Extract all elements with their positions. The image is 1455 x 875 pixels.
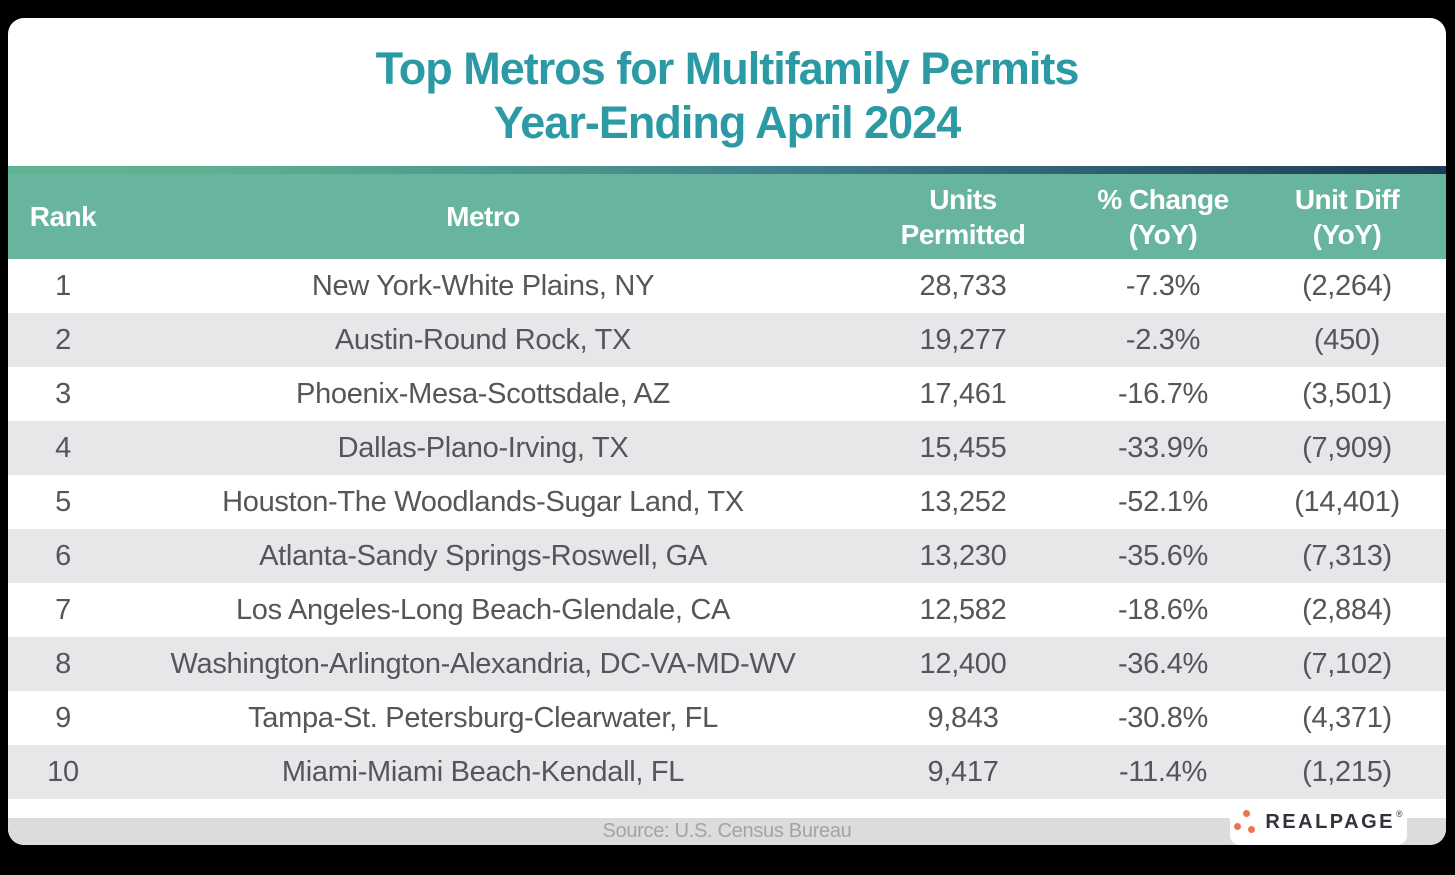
rank-cell: 5 <box>55 485 71 518</box>
table-row: 6 Atlanta-Sandy Springs-Roswell, GA 13,2… <box>8 529 1446 583</box>
table-header-row: Rank Metro Units Permitted % Change (YoY… <box>8 174 1446 259</box>
source-attribution: Source: U.S. Census Bureau <box>602 820 852 842</box>
logo-dot <box>1243 810 1251 817</box>
metro-cell: Atlanta-Sandy Springs-Roswell, GA <box>259 539 707 572</box>
footer-spacer <box>8 799 1446 818</box>
units-cell: 12,582 <box>919 593 1007 626</box>
metro-cell: Dallas-Plano-Irving, TX <box>337 431 629 464</box>
units-cell: 13,230 <box>919 539 1007 572</box>
units-cell: 15,455 <box>919 431 1007 464</box>
table-row: 1 New York-White Plains, NY 28,733 -7.3%… <box>8 259 1446 313</box>
unit-diff-cell: (14,401) <box>1294 485 1400 518</box>
rank-cell: 7 <box>55 593 71 626</box>
pct-change-cell: -36.4% <box>1117 647 1209 680</box>
unit-diff-cell: (7,909) <box>1302 431 1392 464</box>
unit-diff-cell: (4,371) <box>1302 701 1392 734</box>
units-cell: 19,277 <box>919 323 1007 356</box>
pct-change-cell: -33.9% <box>1117 431 1209 464</box>
logo-dot <box>1248 826 1256 833</box>
table-row: 5 Houston-The Woodlands-Sugar Land, TX 1… <box>8 475 1446 529</box>
metro-cell: Tampa-St. Petersburg-Clearwater, FL <box>248 701 718 734</box>
pct-change-cell: -7.3% <box>1125 269 1201 302</box>
pct-change-cell: -2.3% <box>1125 323 1201 356</box>
metro-cell: Houston-The Woodlands-Sugar Land, TX <box>222 485 744 518</box>
table-row: 10 Miami-Miami Beach-Kendall, FL 9,417 -… <box>8 745 1446 799</box>
metro-cell: Miami-Miami Beach-Kendall, FL <box>281 755 685 788</box>
unit-diff-cell: (1,215) <box>1302 755 1392 788</box>
pct-change-cell: -30.8% <box>1117 701 1209 734</box>
table-row: 7 Los Angeles-Long Beach-Glendale, CA 12… <box>8 583 1446 637</box>
rank-cell: 9 <box>55 701 71 734</box>
permits-table: Rank Metro Units Permitted % Change (YoY… <box>8 174 1446 799</box>
rank-cell: 10 <box>47 755 79 788</box>
pct-change-cell: -35.6% <box>1117 539 1209 572</box>
metro-cell: Washington-Arlington-Alexandria, DC-VA-M… <box>170 647 796 680</box>
table-row: 4 Dallas-Plano-Irving, TX 15,455 -33.9% … <box>8 421 1446 475</box>
table-header: Rank Metro Units Permitted % Change (YoY… <box>8 174 1446 259</box>
unit-diff-cell: (7,313) <box>1302 539 1392 572</box>
table-row: 8 Washington-Arlington-Alexandria, DC-VA… <box>8 637 1446 691</box>
rank-cell: 4 <box>55 431 71 464</box>
col-header-units: Units Permitted <box>848 174 1078 259</box>
table-row: 9 Tampa-St. Petersburg-Clearwater, FL 9,… <box>8 691 1446 745</box>
page-title-line1: Top Metros for Multifamily Permits <box>375 43 1080 94</box>
unit-diff-cell: (2,264) <box>1302 269 1392 302</box>
rank-cell: 2 <box>55 323 71 356</box>
logo-dot <box>1234 823 1242 830</box>
col-header-metro: Metro <box>118 174 848 259</box>
realpage-wordmark: REALPAGE <box>1265 811 1395 833</box>
realpage-dots-icon <box>1234 809 1258 835</box>
units-cell: 9,843 <box>927 701 999 734</box>
rank-cell: 6 <box>55 539 71 572</box>
table-row: 2 Austin-Round Rock, TX 19,277 -2.3% (45… <box>8 313 1446 367</box>
page-title-line2: Year-Ending April 2024 <box>493 97 961 148</box>
gradient-accent-strip <box>8 166 1446 174</box>
pct-change-cell: -11.4% <box>1119 755 1207 788</box>
unit-diff-cell: (2,884) <box>1302 593 1392 626</box>
units-cell: 17,461 <box>919 377 1007 410</box>
rank-cell: 3 <box>55 377 71 410</box>
unit-diff-cell: (3,501) <box>1302 377 1392 410</box>
col-header-unit-diff: Unit Diff (YoY) <box>1248 174 1446 259</box>
realpage-logo: REALPAGE ® <box>1230 799 1407 845</box>
pct-change-cell: -52.1% <box>1117 485 1209 518</box>
unit-diff-cell: (450) <box>1313 323 1381 356</box>
registered-trademark-icon: ® <box>1396 809 1403 819</box>
table-row: 3 Phoenix-Mesa-Scottsdale, AZ 17,461 -16… <box>8 367 1446 421</box>
metro-cell: New York-White Plains, NY <box>311 269 655 302</box>
units-cell: 9,417 <box>927 755 999 788</box>
pct-change-cell: -18.6% <box>1117 593 1209 626</box>
col-header-rank: Rank <box>8 174 118 259</box>
infographic-card: Top Metros for Multifamily Permits Year-… <box>8 18 1446 845</box>
title-block: Top Metros for Multifamily Permits Year-… <box>8 18 1446 166</box>
rank-cell: 1 <box>55 269 71 302</box>
pct-change-cell: -16.7% <box>1117 377 1209 410</box>
metro-cell: Phoenix-Mesa-Scottsdale, AZ <box>296 377 670 410</box>
col-header-pct: % Change (YoY) <box>1078 174 1248 259</box>
metro-cell: Austin-Round Rock, TX <box>334 323 632 356</box>
units-cell: 28,733 <box>919 269 1007 302</box>
units-cell: 12,400 <box>919 647 1007 680</box>
table-body: 1 New York-White Plains, NY 28,733 -7.3%… <box>8 259 1446 799</box>
unit-diff-cell: (7,102) <box>1302 647 1392 680</box>
metro-cell: Los Angeles-Long Beach-Glendale, CA <box>235 593 731 626</box>
footer-bar: Source: U.S. Census Bureau <box>8 818 1446 845</box>
rank-cell: 8 <box>55 647 71 680</box>
units-cell: 13,252 <box>919 485 1007 518</box>
